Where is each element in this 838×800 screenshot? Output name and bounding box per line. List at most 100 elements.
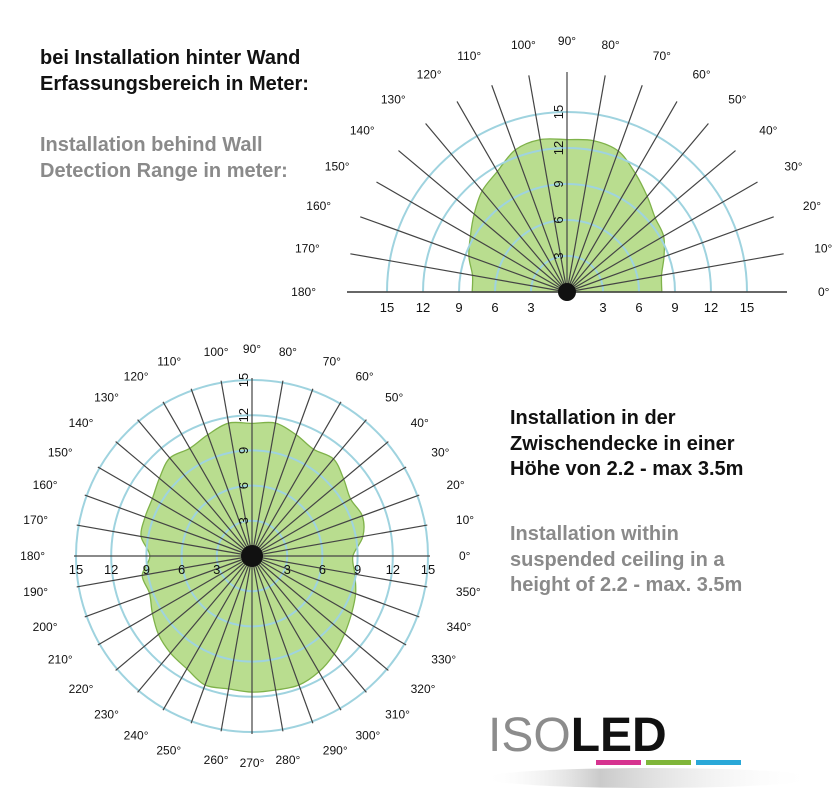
angle-label: 60°: [356, 370, 374, 384]
angle-label: 170°: [295, 241, 320, 255]
angle-label: 20°: [803, 199, 821, 213]
distance-label: 12: [104, 562, 118, 577]
ceiling-title-en-line3: height of 2.2 - max. 3.5m: [510, 574, 743, 597]
sensor-origin: [558, 283, 576, 301]
logo-led: LED: [571, 709, 667, 762]
range-ring-label: 6: [236, 482, 251, 489]
wall-title-de-line1: bei Installation hinter Wand: [40, 47, 301, 69]
logo-bar-blue: [696, 760, 741, 765]
angle-label: 130°: [94, 390, 119, 404]
angle-ray: [528, 75, 568, 293]
angle-label: 30°: [784, 160, 802, 174]
wall-detection-diagram: 0° 10° 20° 30° 40° 50° 60° 70° 80° 90° 100° 110° 120…: [291, 34, 832, 315]
distance-label: 15: [740, 300, 754, 315]
angle-label: 140°: [69, 416, 94, 430]
angle-ray: [360, 216, 568, 293]
angle-ray: [251, 555, 389, 671]
distance-label: 9: [143, 562, 150, 577]
logo-wordmark: ISOLED: [488, 709, 667, 762]
range-ring-label: 12: [236, 408, 251, 422]
angle-label: 120°: [417, 68, 442, 82]
angle-ray: [566, 253, 784, 293]
angle-ray: [566, 181, 758, 293]
range-ring-label: 15: [551, 105, 566, 119]
isoled-logo: ISOLED: [485, 709, 815, 788]
angle-label: 40°: [759, 124, 777, 138]
distance-label: 15: [421, 562, 435, 577]
distance-label: 6: [491, 300, 498, 315]
angle-label: 190°: [23, 585, 48, 599]
angle-ray: [350, 253, 568, 293]
angle-label: 60°: [693, 68, 711, 82]
angle-label: 70°: [653, 49, 671, 63]
wall-title-en-line1: Installation behind Wall: [40, 134, 263, 156]
angle-label: 320°: [411, 682, 436, 696]
angle-label: 220°: [69, 682, 94, 696]
logo-bar-magenta: [596, 760, 641, 765]
range-ring-label: 3: [236, 517, 251, 524]
ceiling-title-de-line2: Zwischendecke in einer: [510, 432, 735, 455]
distance-label: 9: [354, 562, 361, 577]
wall-title-de: bei Installation hinter Wand Erfassungsb…: [40, 46, 309, 97]
angle-label: 250°: [156, 744, 181, 758]
angle-label: 340°: [447, 620, 472, 634]
angle-ray: [251, 524, 428, 557]
logo-shadow: [485, 768, 815, 788]
distance-label: 15: [69, 562, 83, 577]
angle-ray: [456, 101, 568, 293]
angle-label: 10°: [456, 513, 474, 527]
range-ring-label: 12: [551, 141, 566, 155]
wall-title-de-line2: Erfassungsbereich in Meter:: [40, 72, 309, 95]
angle-ray: [84, 494, 253, 557]
ceiling-title-de-line3: Höhe von 2.2 - max 3.5m: [510, 458, 744, 481]
ceiling-title-en: Installation within suspended ceiling in…: [510, 522, 742, 599]
angle-ray: [190, 555, 253, 724]
angle-label: 80°: [602, 38, 620, 52]
angle-ray: [84, 555, 253, 618]
angle-label: 40°: [411, 416, 429, 430]
angle-label: 170°: [23, 513, 48, 527]
angle-label: 230°: [94, 708, 119, 722]
angle-label: 280°: [275, 753, 300, 767]
range-ring-label: 15: [236, 373, 251, 387]
angle-ray: [137, 419, 253, 557]
angle-ray: [137, 555, 253, 693]
distance-label: 15: [380, 300, 394, 315]
sensor-origin: [241, 545, 263, 567]
ceiling-title-de-line1: Installation in der: [510, 407, 676, 429]
angle-ray: [566, 75, 606, 293]
distance-label: 9: [455, 300, 462, 315]
ceiling-title-de: Installation in der Zwischendecke in ein…: [510, 406, 743, 483]
distance-label: 9: [671, 300, 678, 315]
angle-ray: [425, 123, 568, 293]
angle-label: 70°: [323, 355, 341, 369]
angle-label: 130°: [381, 93, 406, 107]
angle-ray: [566, 216, 774, 293]
distance-label: 3: [213, 562, 220, 577]
angle-label: 160°: [306, 199, 331, 213]
ceiling-title-en-line2: suspended ceiling in a: [510, 548, 725, 571]
angle-label: 180°: [291, 285, 316, 299]
angle-ray: [251, 555, 420, 618]
wall-title-en: Installation behind Wall Detection Range…: [40, 133, 288, 184]
logo-bar-green: [646, 760, 691, 765]
angle-ray: [251, 555, 407, 646]
angle-ray: [251, 494, 420, 557]
angle-ray: [251, 441, 389, 557]
angle-label: 10°: [814, 241, 832, 255]
angle-label: 270°: [240, 756, 265, 770]
angle-label: 260°: [204, 753, 229, 767]
angle-ray: [566, 150, 736, 293]
distance-label: 3: [599, 300, 606, 315]
angle-ray: [162, 555, 253, 711]
angle-label: 90°: [558, 34, 576, 48]
angle-label: 140°: [350, 124, 375, 138]
angle-label: 100°: [204, 345, 229, 359]
angle-ray: [97, 555, 253, 646]
angle-label: 50°: [385, 390, 403, 404]
angle-ray: [566, 101, 678, 293]
range-ring-label: 3: [551, 252, 566, 259]
range-ring-label: 6: [551, 216, 566, 223]
angle-label: 330°: [431, 653, 456, 667]
angle-label: 310°: [385, 708, 410, 722]
